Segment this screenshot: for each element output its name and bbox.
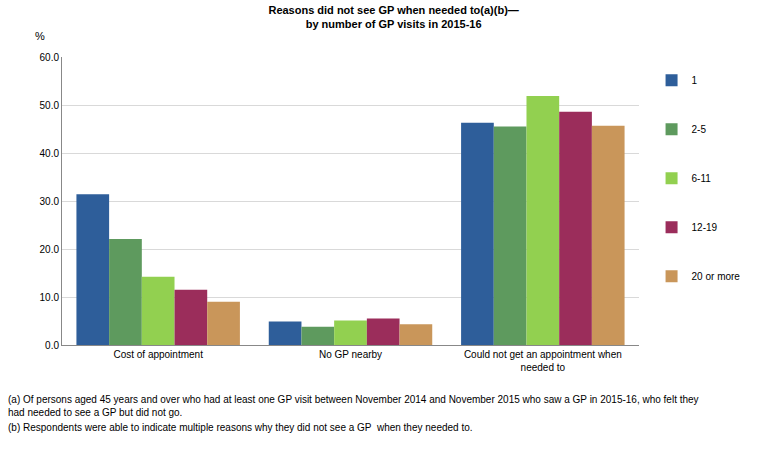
svg-text:12-19: 12-19: [692, 222, 718, 233]
svg-text:50.0: 50.0: [40, 100, 60, 111]
svg-text:6-11: 6-11: [692, 173, 712, 184]
svg-text:0.0: 0.0: [45, 340, 59, 351]
svg-text:(a) Of persons aged 45 years a: (a) Of persons aged 45 years and over wh…: [8, 394, 699, 418]
svg-text:1: 1: [692, 75, 698, 86]
svg-text:30.0: 30.0: [40, 196, 60, 207]
svg-text:20 or more: 20 or more: [692, 271, 741, 282]
svg-text:Could not get an appointment w: Could not get an appointment whenneeded …: [464, 349, 622, 373]
svg-text:2-5: 2-5: [692, 124, 707, 135]
svg-text:10.0: 10.0: [40, 292, 60, 303]
svg-text:40.0: 40.0: [40, 148, 60, 159]
svg-text:No GP nearby: No GP nearby: [319, 349, 382, 360]
svg-text:Cost of appointment: Cost of appointment: [113, 349, 203, 360]
svg-text:%: %: [35, 30, 45, 42]
svg-text:(b) Respondents were able to i: (b) Respondents were able to indicate mu…: [8, 422, 473, 433]
svg-text:20.0: 20.0: [40, 244, 60, 255]
svg-text:Reasons did not see GP when ne: Reasons did not see GP when needed to(a)…: [268, 4, 518, 30]
svg-text:60.0: 60.0: [40, 52, 60, 63]
